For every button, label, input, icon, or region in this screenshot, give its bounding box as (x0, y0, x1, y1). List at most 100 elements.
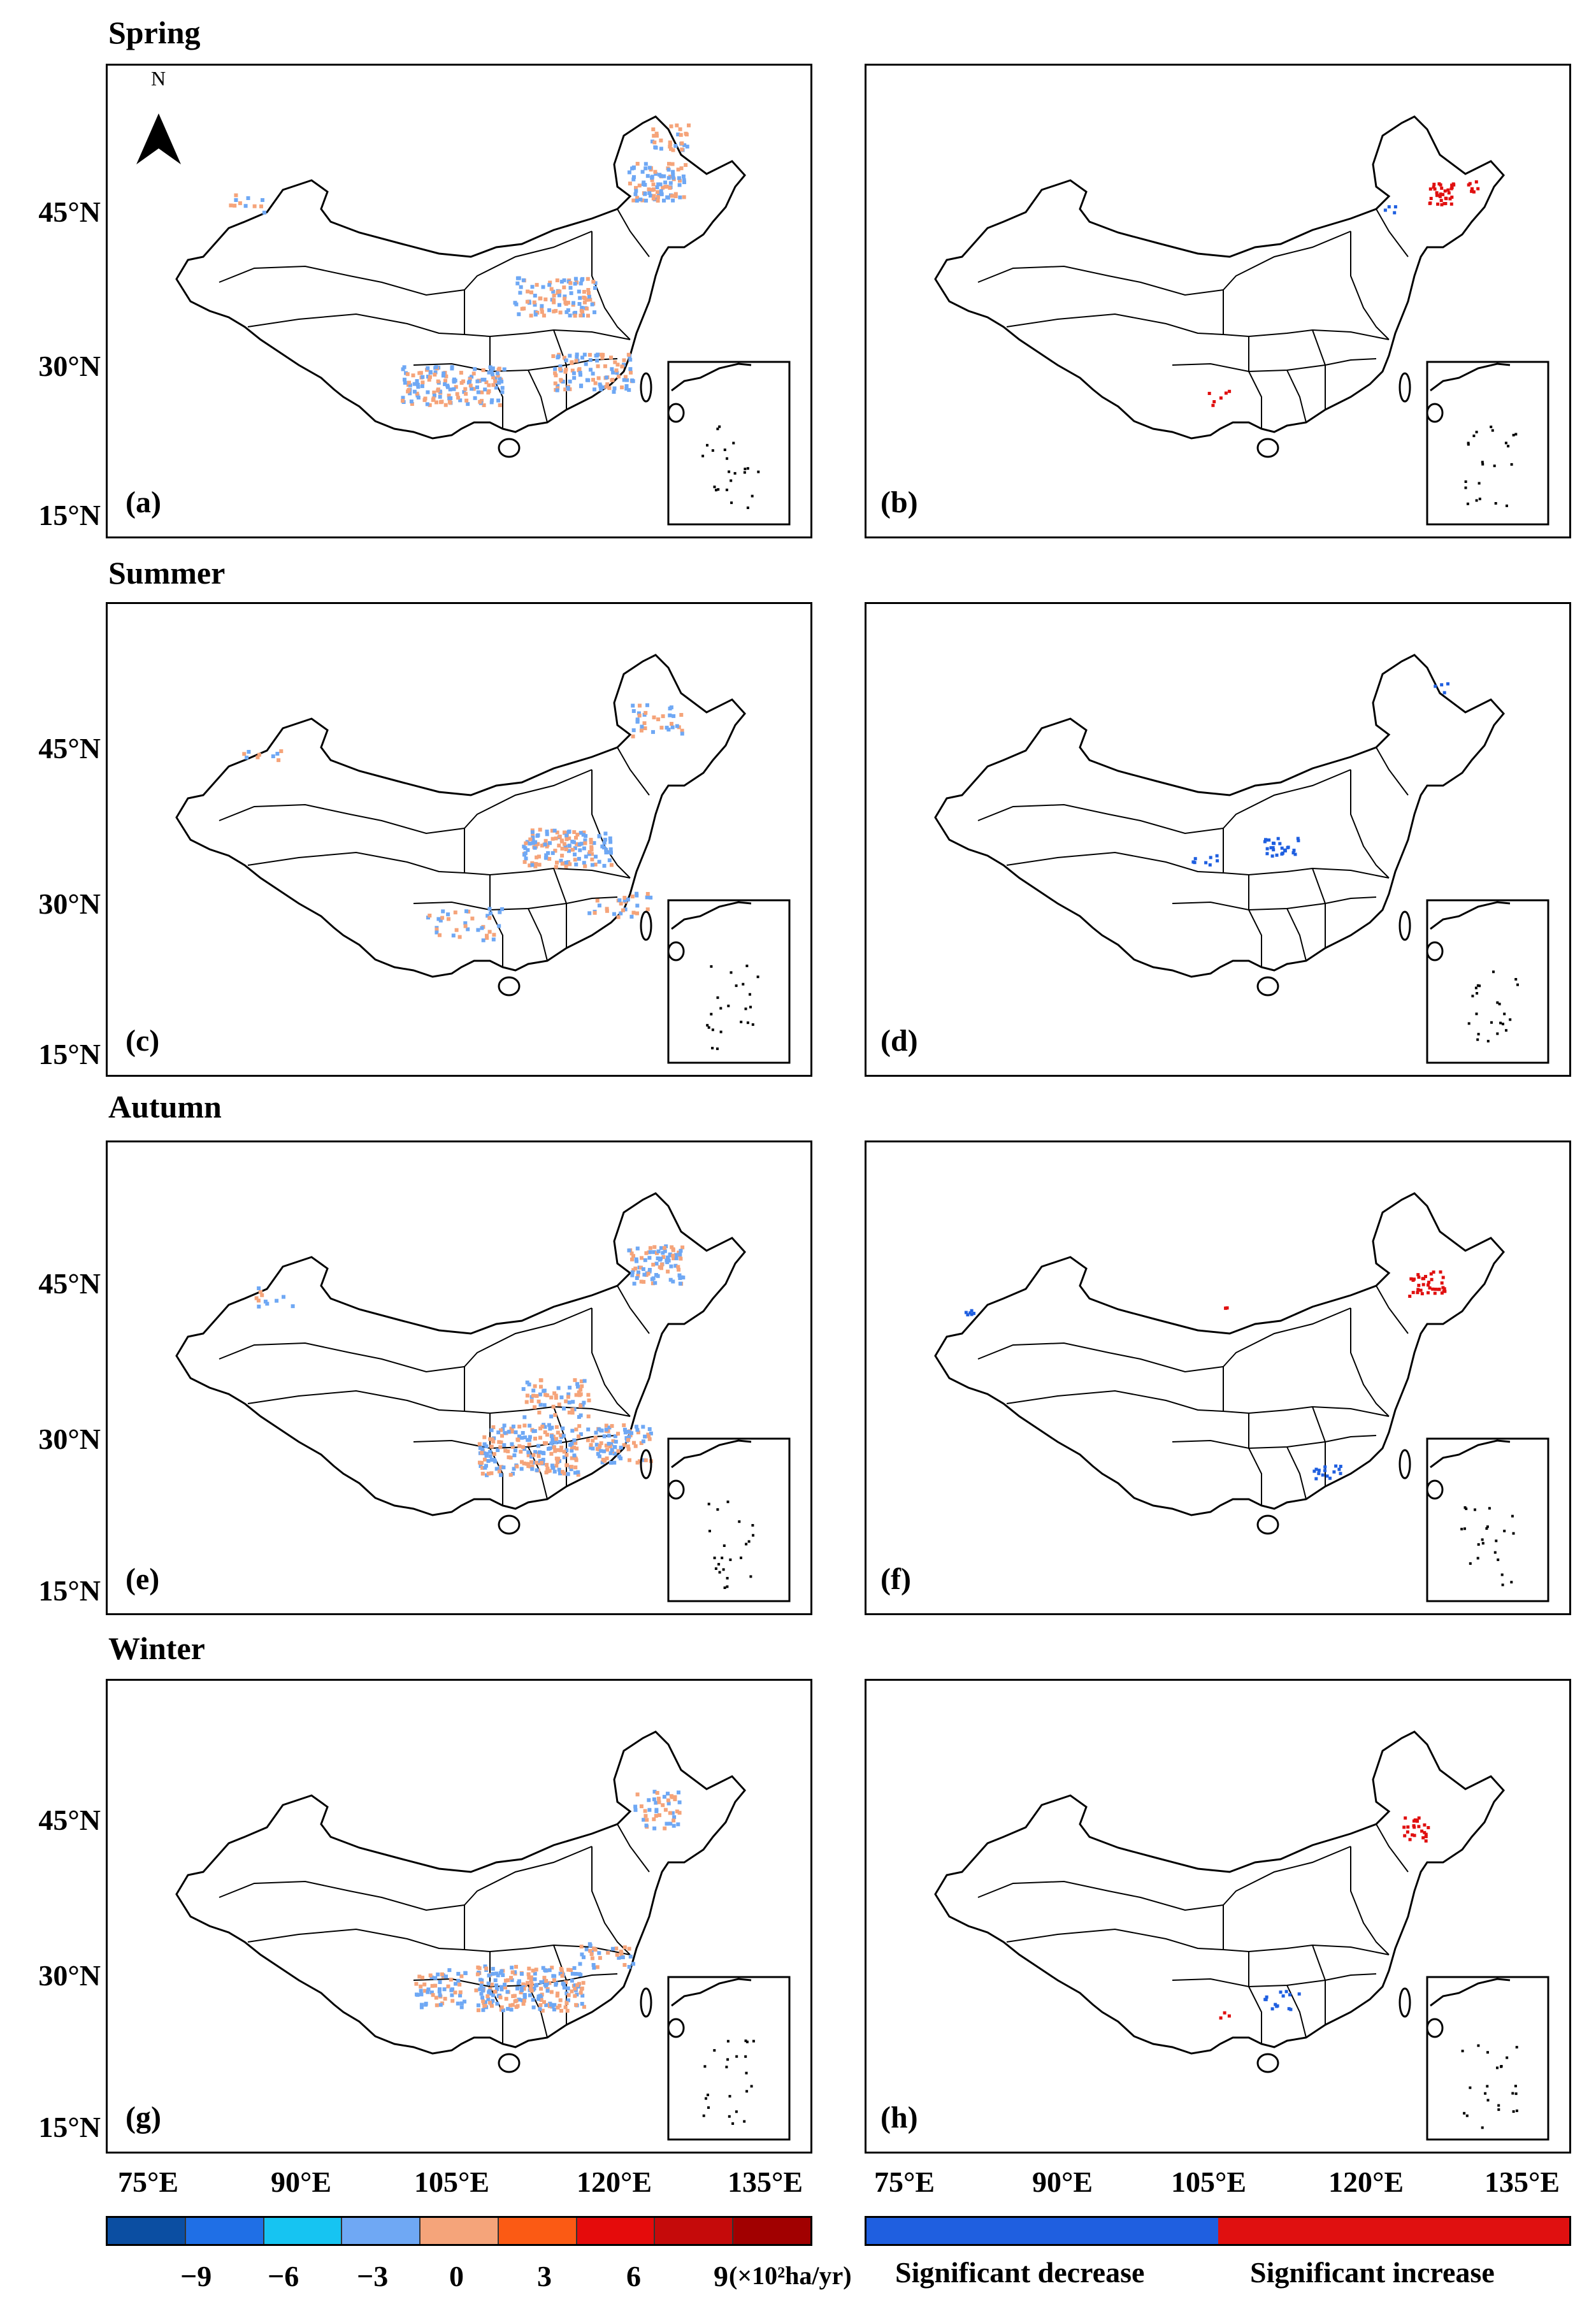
trend-pixel (582, 830, 586, 835)
trend-pixel (668, 1277, 673, 1282)
trend-pixel (629, 1251, 634, 1256)
trend-pixel (678, 195, 682, 199)
trend-pixel (501, 1427, 505, 1431)
trend-pixel (647, 1256, 652, 1260)
trend-pixel (608, 847, 613, 851)
trend-pixel (673, 1253, 678, 1257)
trend-pixel (570, 1456, 574, 1460)
trend-pixel (529, 1987, 533, 1991)
trend-pixel (647, 1434, 651, 1439)
trend-pixel (573, 1441, 578, 1445)
trend-pixel (552, 828, 557, 833)
trend-pixel (415, 391, 419, 396)
trend-pixel (566, 830, 571, 834)
significant-pixel (1276, 2004, 1279, 2008)
trend-pixel (668, 1253, 672, 1258)
trend-pixel (487, 1973, 491, 1978)
trend-pixel (463, 921, 468, 925)
trend-pixel (476, 2003, 480, 2008)
trend-pixel (533, 1449, 538, 1454)
trend-pixel (651, 1262, 656, 1267)
significant-pixel (1429, 197, 1433, 200)
trend-pixel (528, 863, 532, 868)
trend-pixel (564, 865, 568, 868)
trend-pixel (653, 169, 658, 174)
trend-pixel (564, 837, 569, 842)
trend-pixel (523, 1435, 528, 1439)
trend-pixel (612, 1460, 617, 1465)
significant-pixel (1276, 837, 1280, 840)
trend-pixel (628, 357, 633, 362)
trend-pixel (589, 368, 593, 372)
trend-pixel (578, 848, 582, 852)
trend-pixel (434, 365, 438, 370)
significant-pixel (1193, 861, 1197, 865)
trend-pixel (483, 1465, 487, 1470)
significant-pixel (1293, 852, 1297, 856)
significant-pixel (1227, 2014, 1231, 2018)
trend-pixel (651, 127, 656, 131)
trend-pixel (529, 313, 533, 318)
trend-pixel (604, 1423, 608, 1428)
inset-island (711, 1028, 714, 1032)
trend-pixel (577, 1434, 581, 1439)
trend-pixel (495, 371, 500, 375)
south-china-sea-inset (667, 1437, 791, 1602)
trend-pixel (643, 162, 648, 166)
trend-pixel (459, 1974, 464, 1978)
trend-pixel (617, 374, 621, 378)
trend-pixel (461, 379, 466, 384)
significant-pixel (1325, 1474, 1329, 1478)
inset-island (745, 965, 749, 967)
significant-pixel (1280, 852, 1284, 856)
trend-pixel (610, 367, 614, 371)
panel-d-map: (d) (865, 602, 1571, 1077)
province-border (977, 265, 1224, 296)
significant-pixel (1280, 846, 1284, 850)
trend-pixel (680, 141, 684, 145)
trend-pixel (663, 185, 668, 189)
trend-pixel (401, 399, 405, 403)
trend-pixel (673, 1797, 677, 1801)
inset-island (708, 1530, 711, 1532)
trend-pixel (426, 916, 430, 920)
trend-pixel (515, 1987, 519, 1991)
province-border (247, 1928, 631, 1955)
trend-pixel (490, 398, 494, 403)
trend-pixel (575, 1446, 579, 1451)
trend-pixel (608, 840, 613, 844)
trend-pixel (526, 848, 530, 852)
trend-pixel (559, 1968, 564, 1973)
significant-pixel (1337, 1467, 1341, 1471)
country-border (175, 115, 746, 440)
trend-pixel (482, 1457, 487, 1462)
trend-pixel (668, 185, 672, 190)
trend-pixel (677, 183, 682, 187)
trend-pixel (631, 734, 635, 738)
trend-pixel (563, 844, 568, 849)
inset-island (717, 488, 720, 491)
trend-pixel (638, 703, 642, 708)
trend-pixel (676, 1822, 680, 1827)
china-map-e (175, 1192, 791, 1602)
trend-pixel (656, 1274, 660, 1278)
significant-pixel (1422, 1277, 1426, 1281)
trend-pixel (567, 849, 571, 853)
trend-pixel (494, 1983, 498, 1987)
inset-island (729, 1558, 732, 1562)
lat-label-15n-row4: 15°N (38, 2111, 101, 2143)
province-border (1376, 1285, 1409, 1334)
trend-pixel (540, 2008, 545, 2013)
trend-pixel (619, 902, 623, 906)
significant-pixel (1224, 1306, 1228, 1310)
inset-hainan (667, 941, 685, 961)
trend-pixel (510, 1442, 514, 1446)
trend-pixel (612, 390, 616, 394)
trend-pixel (554, 1437, 559, 1441)
trend-pixel (510, 1978, 514, 1982)
inset-island (1504, 442, 1507, 445)
trend-pixel (635, 162, 640, 166)
inset-hainan (667, 1479, 685, 1500)
significant-pixel (1275, 853, 1279, 857)
trend-pixel (490, 1982, 494, 1987)
